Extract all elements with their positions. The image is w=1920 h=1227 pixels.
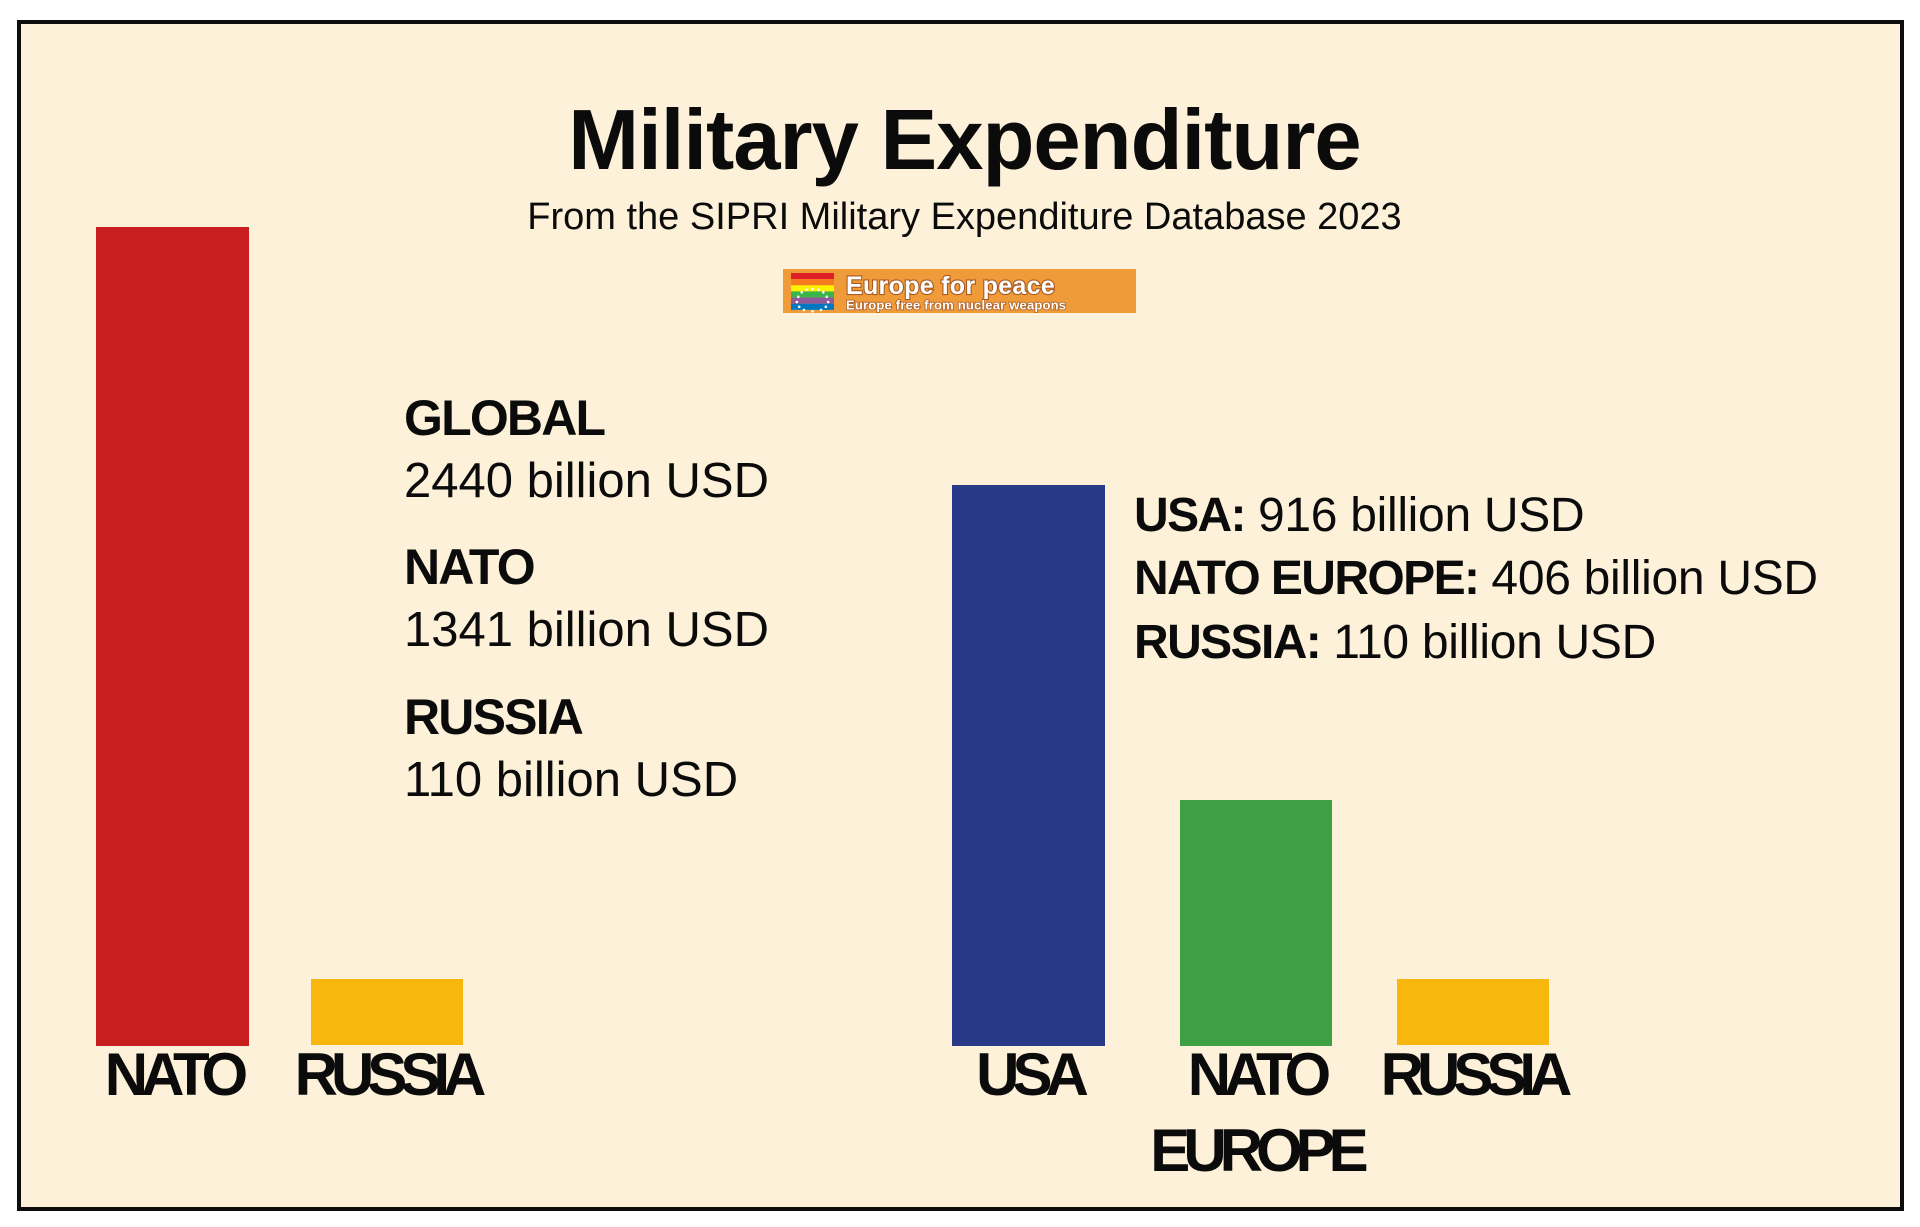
svg-text:Europe free from nuclear weapo: Europe free from nuclear weapons (846, 298, 1066, 313)
svg-text:Europe for peace: Europe for peace (846, 272, 1055, 300)
